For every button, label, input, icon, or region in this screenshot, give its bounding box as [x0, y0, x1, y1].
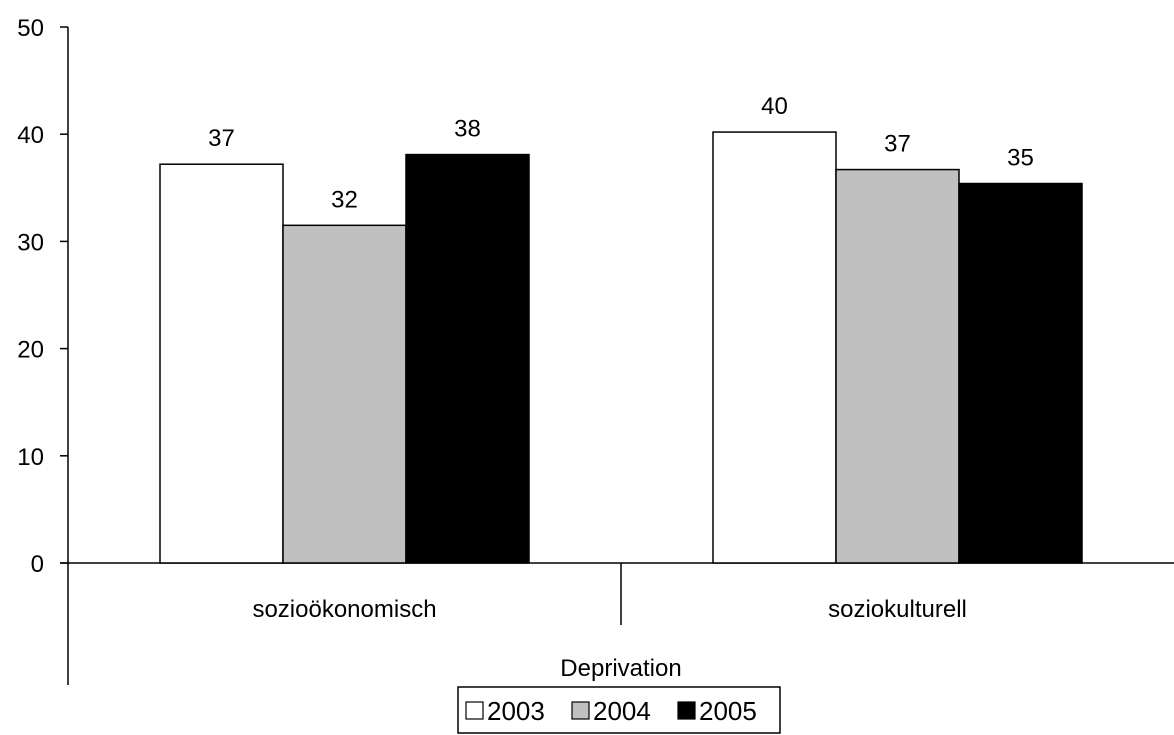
- bar-2005-2: [958, 182, 1083, 564]
- data-label: 40: [761, 93, 788, 120]
- data-label: 38: [454, 116, 481, 143]
- category-labels: sozioökonomisch soziokulturell: [252, 596, 966, 623]
- legend-label: 2004: [593, 696, 651, 726]
- legend-label: 2005: [699, 696, 757, 726]
- bar-2004-1: [282, 224, 407, 564]
- legend-swatch-2004: [571, 701, 590, 720]
- data-labels: 37 32 38 40 37 35: [208, 93, 1034, 213]
- legend-label: 2003: [487, 696, 545, 726]
- bar-2003-2: [712, 131, 837, 564]
- bars: [159, 131, 1083, 564]
- y-tick-label: 0: [31, 551, 44, 578]
- y-tick-label: 40: [17, 122, 44, 149]
- legend: 2003 2004 2005: [457, 686, 781, 734]
- legend-box: [457, 686, 781, 734]
- y-tick-label: 50: [17, 15, 44, 42]
- bar-2005-1: [405, 153, 530, 564]
- y-tick-label: 10: [17, 444, 44, 471]
- category-label: sozioökonomisch: [252, 596, 436, 623]
- data-label: 35: [1007, 145, 1034, 172]
- legend-swatch-2005: [677, 701, 696, 720]
- data-label: 32: [331, 186, 358, 213]
- x-group-label: Deprivation: [560, 655, 681, 682]
- data-label: 37: [208, 125, 235, 152]
- y-tick-label: 30: [17, 229, 44, 256]
- y-tick-label: 20: [17, 337, 44, 364]
- legend-swatch-2003: [465, 701, 484, 720]
- y-ticks: 0 10 20 30 40 50: [17, 15, 68, 578]
- bar-2004-2: [835, 168, 960, 564]
- bar-2003-1: [159, 163, 284, 564]
- data-label: 37: [884, 131, 911, 158]
- category-label: soziokulturell: [828, 596, 967, 623]
